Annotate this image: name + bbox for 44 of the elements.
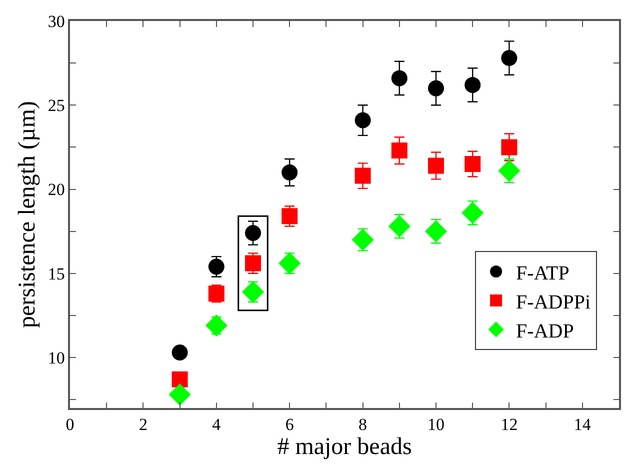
- point: [428, 80, 444, 96]
- point: [391, 70, 408, 86]
- y-tick-label: 25: [48, 96, 65, 116]
- point: [282, 164, 298, 180]
- point: [168, 383, 191, 406]
- x-tick-label: 10: [428, 415, 444, 434]
- legend-label: F-ADP: [516, 320, 574, 342]
- point: [354, 112, 371, 128]
- point: [462, 202, 484, 224]
- x-tick-label: 2: [138, 415, 148, 434]
- y-tick-label: 10: [48, 348, 65, 368]
- y-axis-title: persistence length (µm): [14, 100, 40, 328]
- point: [352, 228, 374, 251]
- x-tick-label: 14: [574, 415, 592, 434]
- point: [388, 215, 410, 238]
- point: [205, 314, 228, 337]
- x-tick-label: 6: [285, 415, 294, 434]
- point: [428, 158, 444, 174]
- point: [354, 168, 371, 184]
- point: [245, 255, 261, 272]
- point: [501, 50, 518, 66]
- y-tick-label: 20: [48, 180, 65, 200]
- point: [391, 142, 408, 159]
- point: [242, 280, 264, 303]
- point: [501, 139, 518, 156]
- point: [464, 156, 481, 172]
- point: [245, 225, 261, 242]
- x-tick-label: 8: [358, 415, 368, 434]
- point: [282, 208, 298, 224]
- point: [172, 371, 188, 388]
- y-tick-label: 30: [48, 12, 65, 31]
- x-tick-label: 12: [500, 415, 518, 434]
- legend-label: F-ADPPi: [516, 291, 591, 314]
- point: [464, 76, 481, 93]
- point: [498, 160, 520, 182]
- y-tick-label: 15: [48, 264, 65, 284]
- x-tick-label: 0: [66, 415, 74, 434]
- x-axis-title: # major beads: [277, 434, 412, 460]
- x-tick-label: 4: [212, 415, 222, 434]
- legend-label: F-ATP: [516, 262, 570, 284]
- point: [278, 252, 301, 274]
- point: [424, 220, 448, 242]
- point: [208, 258, 224, 275]
- point: [172, 344, 188, 360]
